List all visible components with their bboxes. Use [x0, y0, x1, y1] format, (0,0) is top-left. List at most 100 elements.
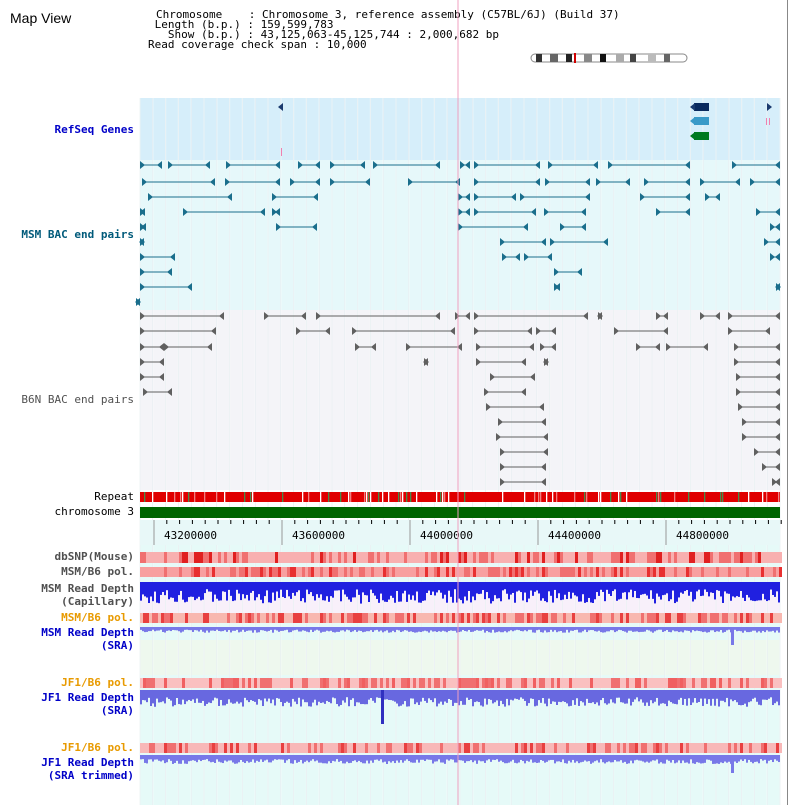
heat-cell — [380, 743, 383, 753]
depth-bar — [218, 755, 220, 762]
depth-bar — [346, 755, 348, 762]
heat-cell — [344, 743, 347, 753]
heat-cell — [644, 678, 647, 688]
depth-bar — [484, 582, 486, 600]
heat-cell — [218, 678, 221, 688]
depth-bar — [668, 582, 670, 602]
depth-bar — [228, 690, 230, 700]
heat-cell — [485, 613, 488, 623]
depth-bar — [510, 627, 512, 631]
depth-bar — [458, 627, 460, 633]
track-label-msm-depth-sra[interactable]: MSM Read Depth — [41, 626, 134, 639]
depth-bar — [492, 690, 494, 704]
depth-bar — [294, 690, 296, 702]
depth-bar — [200, 690, 202, 703]
heat-cell — [248, 552, 251, 563]
heat-cell — [638, 567, 641, 577]
depth-bar — [410, 755, 412, 763]
track-label-b6n-bac[interactable]: B6N BAC end pairs — [21, 393, 134, 406]
depth-bar — [320, 690, 322, 703]
depth-bar — [550, 690, 552, 704]
heat-cell — [656, 743, 659, 753]
depth-bar — [148, 690, 150, 698]
heat-cell — [332, 743, 335, 753]
track-label-jf1-b6-pol-1[interactable]: JF1/B6 pol. — [61, 676, 134, 689]
heat-cell — [698, 613, 701, 623]
track-label-jf1-depth-sra[interactable]: JF1 Read Depth — [41, 691, 134, 704]
heat-cell — [536, 613, 539, 623]
heat-cell — [689, 613, 692, 623]
heat-cell — [677, 567, 680, 577]
track-label-jf1-depth-trimmed[interactable]: JF1 Read Depth — [41, 756, 134, 769]
depth-bar — [154, 582, 156, 592]
heat-cell — [674, 678, 677, 688]
heat-cell — [182, 743, 185, 753]
depth-bar — [614, 582, 616, 590]
heat-cell — [668, 678, 671, 688]
track-label-repeat[interactable]: Repeat — [94, 490, 134, 503]
heat-cell — [728, 567, 731, 577]
heat-cell — [614, 613, 617, 623]
heat-cell — [689, 567, 692, 577]
track-label-refseq[interactable]: RefSeq Genes — [54, 123, 134, 136]
heat-cell — [326, 743, 329, 753]
depth-bar — [144, 627, 146, 633]
heat-cell — [548, 567, 551, 577]
track-label-jf1-b6-pol-2[interactable]: JF1/B6 pol. — [61, 741, 134, 754]
depth-bar — [736, 627, 738, 632]
depth-bar — [264, 582, 266, 597]
depth-bar — [508, 627, 510, 632]
heat-cell — [497, 552, 500, 563]
heat-cell — [455, 678, 458, 688]
depth-bar — [422, 627, 424, 632]
heat-cell — [272, 743, 275, 753]
heat-cell — [158, 567, 161, 577]
depth-bar — [740, 627, 742, 632]
heat-cell — [590, 567, 593, 577]
depth-bar — [148, 755, 150, 760]
depth-bar — [442, 582, 444, 599]
heat-cell — [284, 613, 287, 623]
heat-cell — [635, 613, 638, 623]
depth-bar — [410, 690, 412, 699]
depth-bar — [602, 755, 604, 763]
depth-bar — [470, 755, 472, 761]
depth-bar — [692, 627, 694, 631]
depth-bar — [392, 627, 394, 631]
depth-bar — [160, 627, 162, 630]
heat-cell — [305, 678, 308, 688]
chromosome-ideogram[interactable] — [530, 52, 688, 64]
heat-cell — [707, 743, 710, 753]
track-label-msm-b6-pol-2[interactable]: MSM/B6 pol. — [61, 611, 134, 624]
depth-bar — [500, 582, 502, 602]
heat-cell — [230, 613, 233, 623]
heat-cell — [533, 678, 536, 688]
heat-cell — [617, 678, 620, 688]
depth-bar — [590, 582, 592, 603]
heat-cell — [479, 743, 482, 753]
heat-cell — [659, 567, 662, 577]
depth-bar — [658, 690, 660, 706]
track-label-msm-b6-pol-1[interactable]: MSM/B6 pol. — [61, 565, 134, 578]
track-label-dbsnp[interactable]: dbSNP(Mouse) — [54, 550, 134, 563]
depth-bar — [394, 627, 396, 633]
heat-cell — [272, 613, 275, 623]
depth-bar — [614, 690, 616, 704]
depth-bar — [774, 627, 776, 633]
heat-cell — [320, 552, 323, 563]
depth-bar — [316, 690, 318, 706]
depth-bar — [742, 627, 744, 633]
heat-cell — [650, 567, 653, 577]
depth-bar — [502, 582, 504, 591]
heat-cell — [302, 743, 305, 753]
depth-bar — [744, 690, 746, 704]
track-label-msm-depth-capillary[interactable]: MSM Read Depth — [41, 582, 134, 595]
heat-cell — [407, 567, 410, 577]
depth-bar — [372, 627, 374, 632]
heat-cell — [575, 743, 578, 753]
depth-bar — [240, 755, 242, 761]
track-label-msm-bac[interactable]: MSM BAC end pairs — [21, 228, 134, 241]
depth-bar — [414, 755, 416, 763]
heat-cell — [260, 678, 263, 688]
